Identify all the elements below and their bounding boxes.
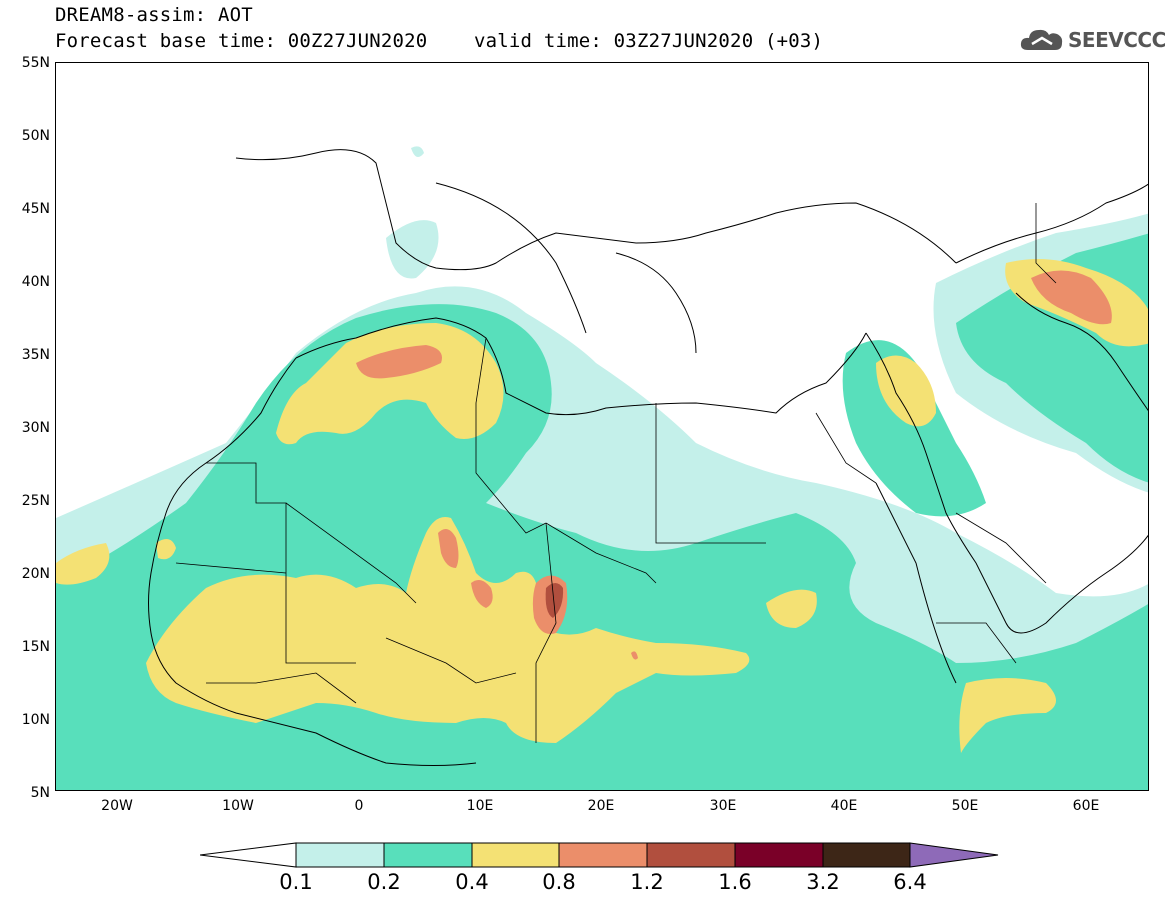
lat-label-50n: 50N xyxy=(21,128,50,144)
colorbar-bin-0-8 xyxy=(558,842,648,868)
forecast-time-subtitle: Forecast base time: 00Z27JUN2020 valid t… xyxy=(55,30,824,52)
lat-label-10n: 10N xyxy=(21,712,50,728)
coastlines xyxy=(148,149,1148,766)
colorbar-label-1-6: 1.6 xyxy=(718,870,752,894)
lon-label-10w: 10W xyxy=(222,798,254,814)
colorbar-label-6-4: 6.4 xyxy=(893,870,927,894)
lat-label-25n: 25N xyxy=(21,493,50,509)
lat-label-55n: 55N xyxy=(21,55,50,71)
lon-label-0: 0 xyxy=(354,798,364,814)
logo-wordmark: SEEVCCC xyxy=(1068,28,1165,52)
map-title: DREAM8-assim: AOT xyxy=(55,4,253,26)
aot-colorbar xyxy=(200,842,999,868)
aot-field xyxy=(56,146,1148,790)
colorbar-bin-3-2 xyxy=(822,842,911,868)
lon-label-30e: 30E xyxy=(709,798,737,814)
lon-label-10e: 10E xyxy=(466,798,494,814)
colorbar-bin-0-1 xyxy=(295,842,385,868)
lat-label-35n: 35N xyxy=(21,347,50,363)
colorbar-bin-0-4 xyxy=(471,842,560,868)
lon-label-20w: 20W xyxy=(101,798,133,814)
lon-label-40e: 40E xyxy=(830,798,858,814)
lat-label-45n: 45N xyxy=(21,201,50,217)
cloud-icon xyxy=(1020,29,1063,50)
seevccc-logo: SEEVCCC xyxy=(1018,24,1165,56)
lat-label-5n: 5N xyxy=(30,785,50,801)
colorbar-bin-1-2 xyxy=(646,842,736,868)
aot-map xyxy=(55,62,1149,791)
aot-band-0-8 xyxy=(356,270,1112,660)
aot-band-1-2 xyxy=(545,583,564,618)
colorbar-label-0-2: 0.2 xyxy=(367,870,401,894)
lon-label-20e: 20E xyxy=(587,798,615,814)
colorbar-label-0-1: 0.1 xyxy=(279,870,313,894)
colorbar-bin-0-2 xyxy=(383,842,473,868)
lat-label-40n: 40N xyxy=(21,274,50,290)
lon-label-60e: 60E xyxy=(1072,798,1100,814)
lon-label-50e: 50E xyxy=(951,798,979,814)
political-borders xyxy=(175,203,1057,743)
colorbar-label-1-2: 1.2 xyxy=(630,870,664,894)
aot-band-0-4 xyxy=(56,259,1148,753)
lat-label-15n: 15N xyxy=(21,639,50,655)
lat-label-20n: 20N xyxy=(21,566,50,582)
colorbar-label-0-8: 0.8 xyxy=(542,870,576,894)
colorbar-under-arrow xyxy=(200,842,297,868)
colorbar-label-3-2: 3.2 xyxy=(806,870,840,894)
lat-label-30n: 30N xyxy=(21,420,50,436)
colorbar-bin-1-6 xyxy=(734,842,824,868)
colorbar-over-arrow xyxy=(909,842,999,868)
colorbar-label-0-4: 0.4 xyxy=(455,870,489,894)
